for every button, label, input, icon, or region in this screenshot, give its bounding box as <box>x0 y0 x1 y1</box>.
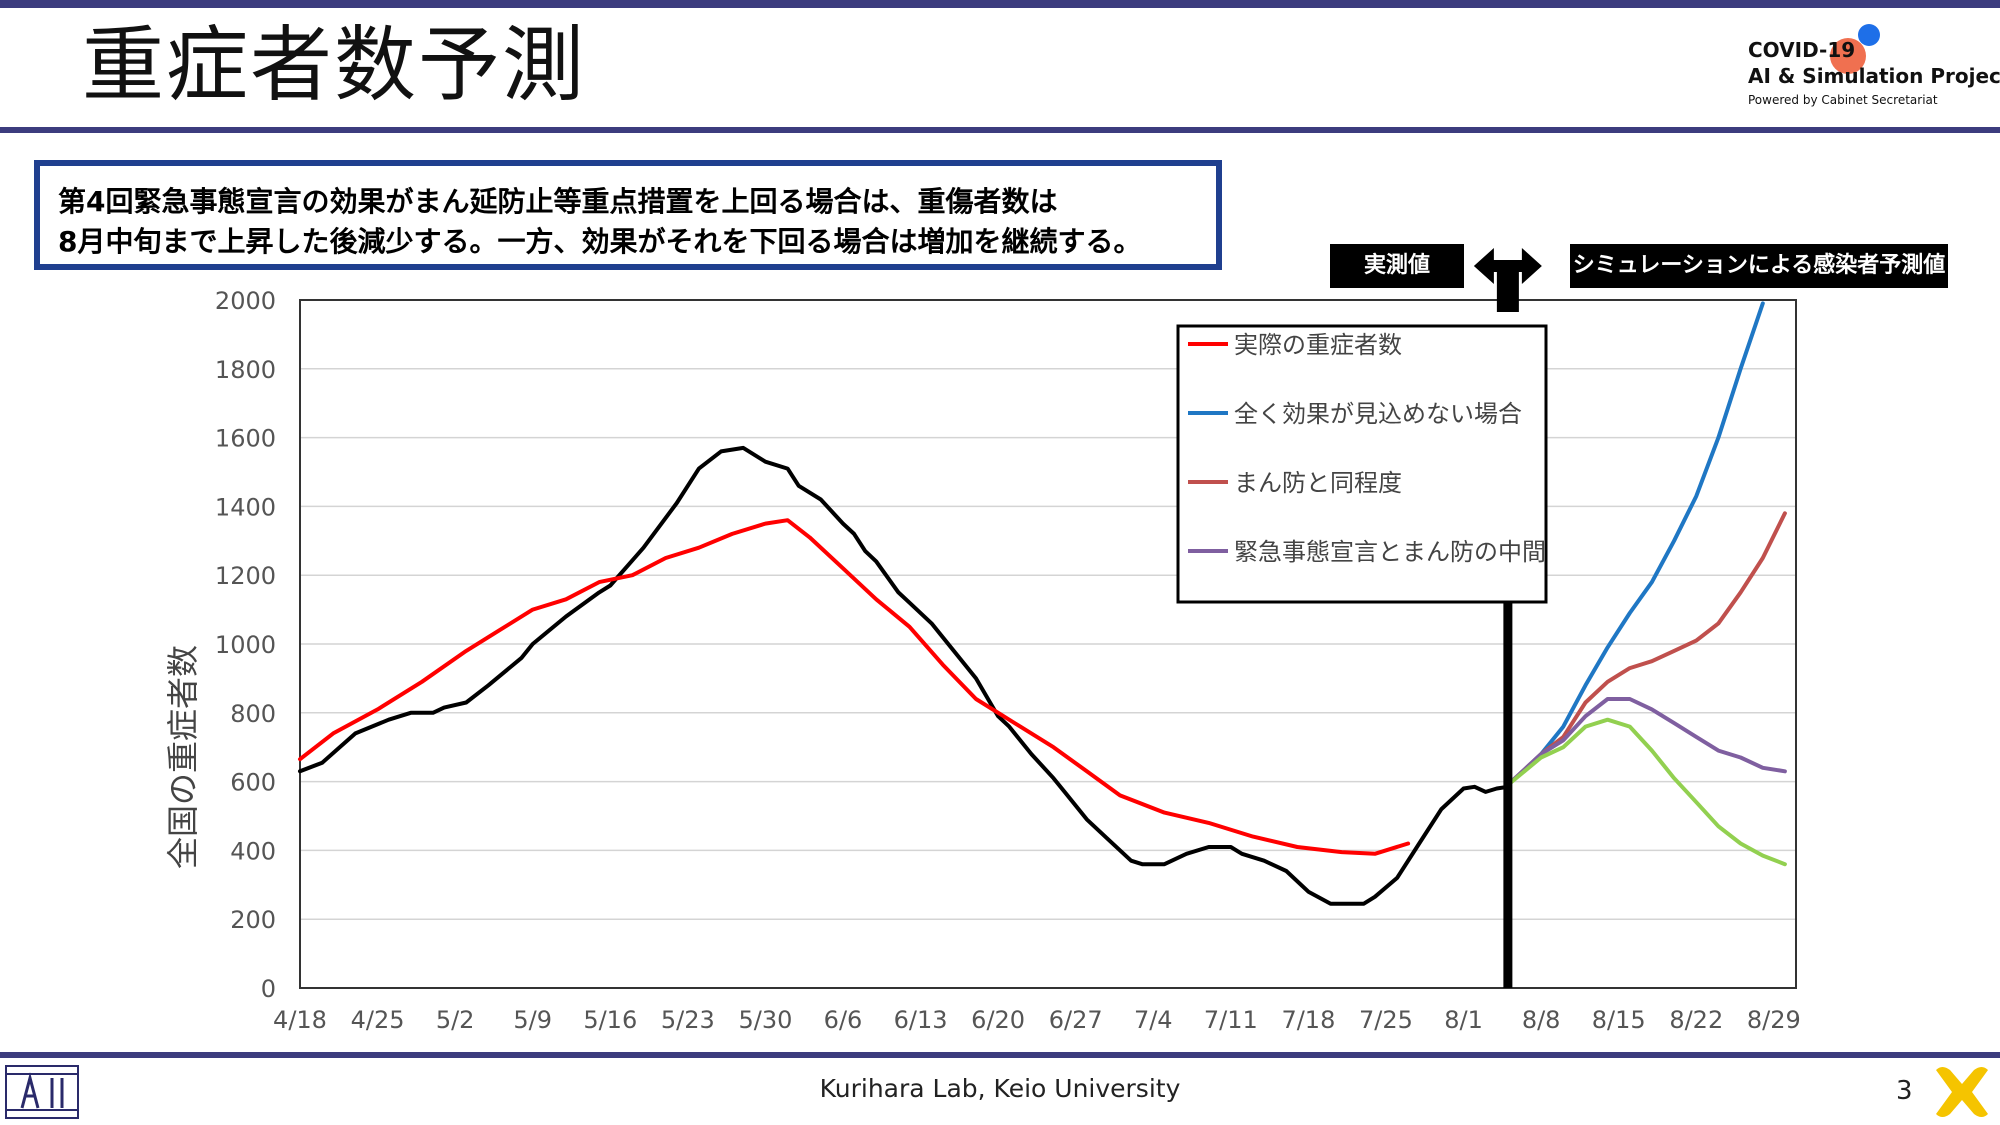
x-tick-label: 5/30 <box>738 1006 792 1034</box>
footer-divider <box>0 1052 2000 1058</box>
project-logo: COVID-19 AI & Simulation Project Powered… <box>1748 24 2000 116</box>
y-tick-label: 200 <box>230 906 276 934</box>
legend-label: 緊急事態宣言とまん防の中間 <box>1234 538 1546 566</box>
x-tick-label: 6/20 <box>971 1006 1025 1034</box>
header-divider <box>0 127 2000 133</box>
x-tick-label: 6/6 <box>824 1006 863 1034</box>
brand-subtitle: AI & Simulation Project <box>1748 64 2000 88</box>
y-tick-label: 1600 <box>215 425 276 453</box>
y-tick-label: 0 <box>261 975 276 1003</box>
series-line-fourth <box>1505 717 1787 867</box>
x-tick-label: 8/8 <box>1522 1006 1561 1034</box>
plot-area <box>299 299 1797 989</box>
x-tick-label: 8/29 <box>1747 1006 1801 1034</box>
y-axis-label: 全国の重症者数 <box>164 645 202 869</box>
x-tick-label: 7/11 <box>1204 1006 1258 1034</box>
y-tick-label: 1800 <box>215 356 276 384</box>
x-tick-label: 4/25 <box>351 1006 405 1034</box>
x-tick-label: 8/22 <box>1669 1006 1723 1034</box>
summary-callout: 第4回緊急事態宣言の効果がまん延防止等重点措置を上回る場合は、重傷者数は 8月中… <box>34 160 1222 270</box>
callout-line-1: 第4回緊急事態宣言の効果がまん延防止等重点措置を上回る場合は、重傷者数は <box>58 185 1058 218</box>
y-tick-label: 800 <box>230 700 276 728</box>
y-tick-label: 400 <box>230 837 276 865</box>
cross-logo-icon <box>1936 1067 1988 1117</box>
series-line-no_effect <box>1505 301 1765 787</box>
arrow-stem <box>1496 262 1519 312</box>
x-tick-label: 6/13 <box>894 1006 948 1034</box>
callout-line-2: 8月中旬まで上昇した後減少する。一方、効果がそれを下回る場合は増加を継続する。 <box>58 225 1142 258</box>
logo-red-dot-icon <box>1830 38 1866 74</box>
legend-label: 全く効果が見込めない場合 <box>1234 400 1522 428</box>
top-accent-bar <box>0 0 2000 8</box>
simulation-tag: シミュレーションによる感染者予測値 <box>1570 244 1948 288</box>
x-tick-label: 5/2 <box>436 1006 475 1034</box>
page-number: 3 <box>1896 1076 1913 1106</box>
y-tick-label: 1000 <box>215 631 276 659</box>
x-tick-label: 7/25 <box>1359 1006 1413 1034</box>
x-tick-label: 7/18 <box>1281 1006 1335 1034</box>
footer-credit: Kurihara Lab, Keio University <box>819 1074 1181 1103</box>
observed-tag: 実測値 <box>1330 244 1464 288</box>
legend-box <box>1176 324 1548 604</box>
y-tick-label: 1400 <box>215 493 276 521</box>
x-tick-label: 7/4 <box>1134 1006 1173 1034</box>
x-tick-label: 5/23 <box>661 1006 715 1034</box>
legend-label: まん防と同程度 <box>1234 469 1402 497</box>
y-tick-label: 600 <box>230 769 276 797</box>
brand-title: COVID-19 <box>1748 38 1856 62</box>
x-tick-label: 8/15 <box>1592 1006 1646 1034</box>
y-tick-label: 2000 <box>215 287 276 315</box>
x-tick-label: 6/27 <box>1049 1006 1103 1034</box>
series-line-middle <box>1505 697 1787 787</box>
brand-tagline: Powered by Cabinet Secretariat <box>1748 93 1938 107</box>
lab-logo-icon <box>5 1065 79 1119</box>
x-tick-label: 8/1 <box>1444 1006 1483 1034</box>
logo-blue-dot-icon <box>1858 24 1880 46</box>
x-tick-label: 4/18 <box>273 1006 327 1034</box>
series-line-actual <box>298 518 1411 856</box>
x-tick-label: 5/9 <box>513 1006 552 1034</box>
series-line-observed <box>298 445 1510 906</box>
severe-cases-chart: 0 200 400 600 800 1000 1200 1400 1600 1800 2000 4/… <box>164 248 1801 1034</box>
page-title: 重症者数予測 <box>82 18 587 113</box>
series-line-manbou <box>1505 511 1787 787</box>
y-tick-label: 1200 <box>215 562 276 590</box>
legend-label: 実際の重症者数 <box>1234 331 1402 359</box>
x-tick-label: 5/16 <box>583 1006 637 1034</box>
